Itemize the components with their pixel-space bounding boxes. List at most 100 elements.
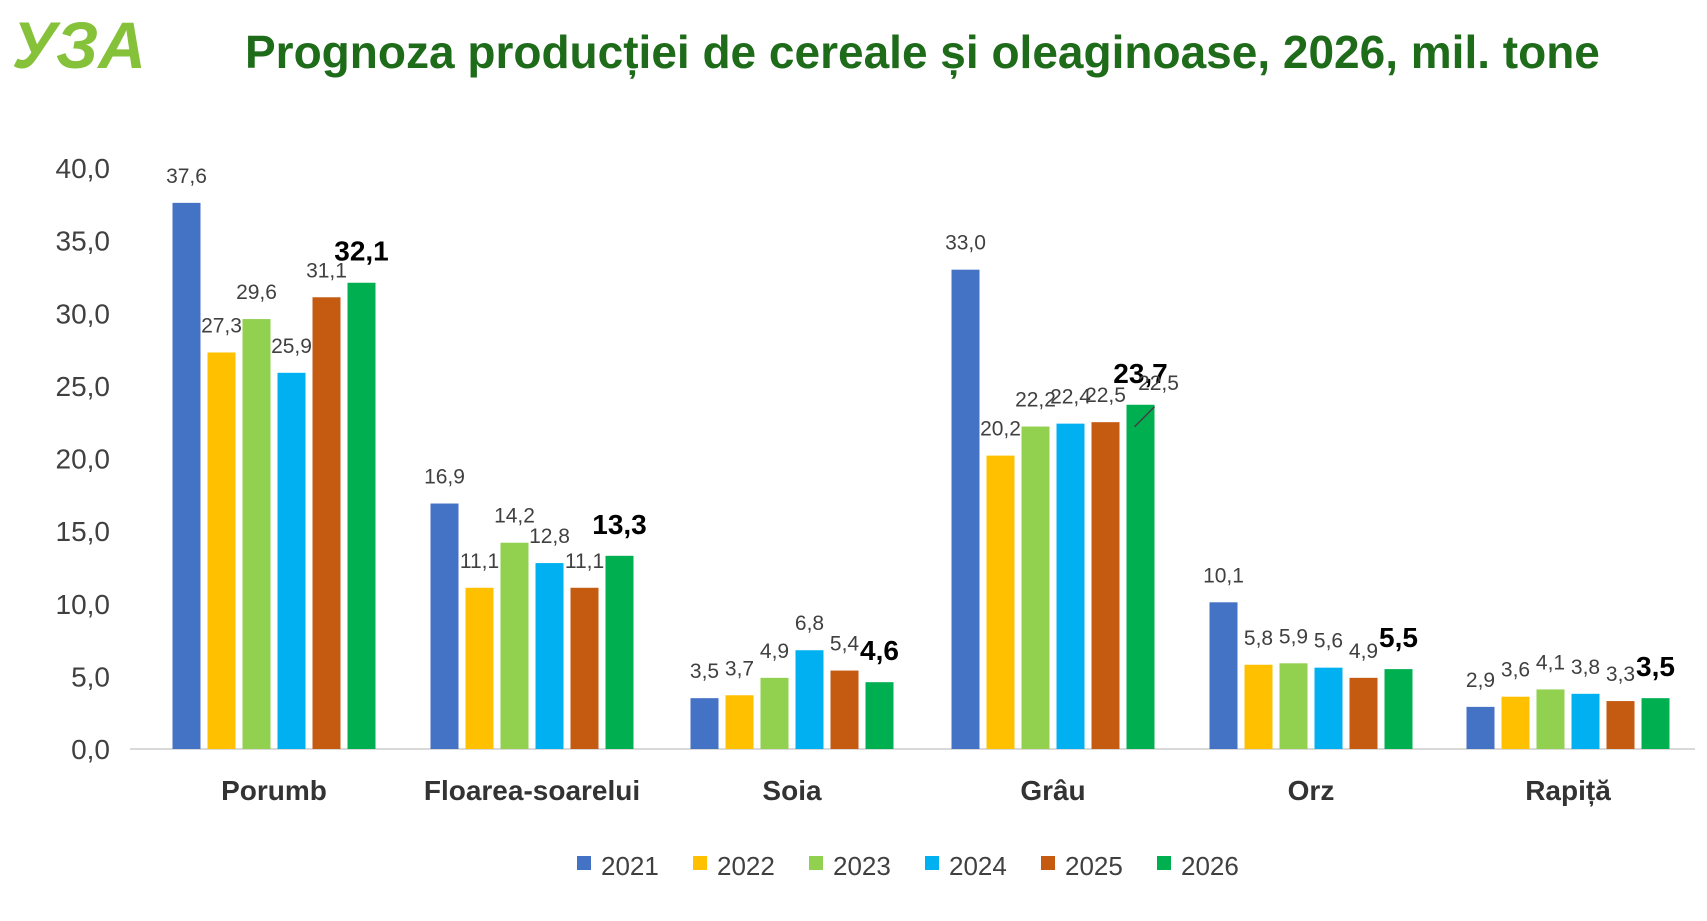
- bar: [500, 542, 529, 749]
- data-label: 5,6: [1314, 630, 1343, 653]
- data-label: 13,3: [592, 509, 647, 540]
- legend-swatch: [577, 856, 591, 870]
- data-label: 3,7: [725, 657, 754, 680]
- legend-label: 2021: [601, 851, 659, 881]
- bar: [1571, 693, 1600, 749]
- legend-label: 2025: [1065, 851, 1123, 881]
- data-label: 5,8: [1244, 627, 1273, 650]
- y-tick-label: 15,0: [56, 516, 111, 547]
- data-label: 3,3: [1606, 663, 1635, 686]
- legend-label: 2023: [833, 851, 891, 881]
- bar: [1126, 404, 1155, 749]
- bar: [865, 682, 894, 749]
- data-label: 4,6: [860, 635, 899, 666]
- legend-swatch: [925, 856, 939, 870]
- annotation-leader-line: [1133, 406, 1156, 428]
- category-label: Orz: [1288, 775, 1335, 806]
- data-label: 25,9: [271, 335, 312, 358]
- bar: [347, 282, 376, 749]
- bar: [570, 587, 599, 749]
- y-tick-label: 25,0: [56, 371, 111, 402]
- data-label: 33,0: [945, 232, 986, 255]
- legend-swatch: [693, 856, 707, 870]
- bar: [1056, 423, 1085, 749]
- data-label: 4,9: [1349, 640, 1378, 663]
- bar: [1501, 696, 1530, 749]
- data-label: 5,4: [830, 633, 860, 656]
- data-label: 32,1: [334, 236, 389, 267]
- bar: [1209, 602, 1238, 749]
- data-label: 3,6: [1501, 659, 1530, 682]
- category-labels: Porumb Floarea-soarelui Soia Grâu Orz Rapiță: [221, 775, 1611, 806]
- data-label: 11,1: [565, 550, 604, 573]
- category-label: Porumb: [221, 775, 327, 806]
- data-label: 4,9: [760, 640, 789, 663]
- chart-title: Prognoza producției de cereale și oleagi…: [245, 26, 1600, 79]
- legend-swatch: [1157, 856, 1171, 870]
- bar: [1349, 677, 1378, 749]
- bar: [277, 372, 306, 749]
- y-tick-label: 20,0: [56, 444, 111, 475]
- category-label: Floarea-soarelui: [424, 775, 640, 806]
- bar: [690, 698, 719, 749]
- bar: [1466, 706, 1495, 749]
- y-tick-label: 5,0: [71, 661, 110, 692]
- bar: [830, 670, 859, 749]
- legend-swatch: [809, 856, 823, 870]
- legend-label: 2022: [717, 851, 775, 881]
- data-label: 29,6: [236, 281, 277, 304]
- category-label: Rapiță: [1525, 775, 1611, 806]
- bar: [312, 297, 341, 749]
- data-label: 16,9: [424, 466, 465, 489]
- data-label: 6,8: [795, 612, 824, 635]
- bar: [242, 319, 271, 749]
- bar: [1244, 664, 1273, 749]
- data-label: 5,9: [1279, 625, 1308, 648]
- data-label: 3,5: [1636, 651, 1675, 682]
- y-tick-label: 10,0: [56, 589, 111, 620]
- data-label: 12,8: [529, 525, 570, 548]
- bar: [1091, 422, 1120, 749]
- bar: [1279, 663, 1308, 749]
- y-tick-label: 30,0: [56, 298, 111, 329]
- bar: [1536, 689, 1565, 749]
- annotations: 22,5: [1133, 372, 1179, 428]
- bar: [760, 677, 789, 749]
- bar: [795, 650, 824, 749]
- category-label: Grâu: [1020, 775, 1085, 806]
- bar: [430, 503, 459, 749]
- bar: [725, 695, 754, 749]
- legend-swatch: [1041, 856, 1055, 870]
- data-label: 22,2: [1015, 389, 1056, 412]
- data-label: 31,1: [306, 259, 347, 282]
- logo-text: УЗА: [12, 8, 146, 82]
- bar: [1384, 669, 1413, 749]
- data-label: 37,6: [166, 165, 207, 188]
- data-labels: 37,6 27,3 29,6 25,9 31,132,1 16,9 11,1 14,212,8…: [166, 165, 1675, 692]
- data-label: 20,2: [980, 418, 1021, 441]
- data-label: 11,1: [460, 550, 499, 573]
- data-label: 22,5: [1085, 384, 1126, 407]
- data-label: 23,7: [1113, 358, 1168, 389]
- bar: [1606, 701, 1635, 749]
- bar: [1021, 426, 1050, 749]
- y-axis-ticks: 0,0 5,0 10,0 15,0 20,0 25,0 30,0 35,0 40,0: [56, 153, 111, 765]
- annotation-label: 22,5: [1138, 372, 1179, 395]
- data-label: 3,5: [690, 660, 719, 683]
- category-label: Soia: [762, 775, 822, 806]
- bar: [207, 352, 236, 749]
- bar: [986, 455, 1015, 749]
- data-label: 4,1: [1536, 651, 1565, 674]
- y-tick-label: 40,0: [56, 153, 111, 184]
- legend-label: 2024: [949, 851, 1007, 881]
- bar: [951, 269, 980, 749]
- data-label: 27,3: [201, 314, 242, 337]
- legend-label: 2026: [1181, 851, 1239, 881]
- legend: 2021 2022 2023 2024 2025 2026: [577, 851, 1239, 881]
- data-label: 14,2: [494, 505, 535, 528]
- bar: [535, 563, 564, 749]
- logo: УЗА: [12, 8, 146, 82]
- bar: [1314, 667, 1343, 749]
